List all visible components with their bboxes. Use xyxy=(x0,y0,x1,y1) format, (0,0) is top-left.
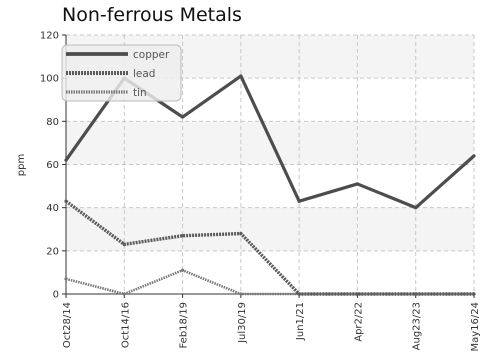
legend-label-copper: copper xyxy=(133,49,170,61)
x-tick-label: Jul30/19 xyxy=(237,302,248,344)
chart-title: Non-ferrous Metals xyxy=(62,4,242,26)
data-point-lead xyxy=(64,199,68,203)
x-tick-label: Oct28/14 xyxy=(62,302,73,348)
data-point-lead xyxy=(414,292,418,296)
x-tick-label: May16/24 xyxy=(470,302,481,352)
data-point-copper xyxy=(180,115,185,119)
series-line-lead xyxy=(64,199,474,296)
x-tick-label: Apr2/22 xyxy=(353,302,364,342)
y-tick-label: 0 xyxy=(53,290,59,301)
series-line-tin xyxy=(65,268,474,296)
legend-label-lead: lead xyxy=(133,68,155,80)
data-point-tin xyxy=(180,268,185,272)
data-point-tin xyxy=(64,277,68,281)
data-point-lead xyxy=(355,292,360,296)
data-point-lead xyxy=(297,292,301,296)
data-point-copper xyxy=(414,206,418,210)
x-tick-label: Aug23/23 xyxy=(412,302,423,350)
data-point-copper xyxy=(472,154,476,158)
data-point-copper xyxy=(64,158,68,162)
x-tick-label: Oct14/16 xyxy=(120,302,131,348)
y-tick-label: 80 xyxy=(46,117,59,128)
y-tick-label: 100 xyxy=(40,74,59,85)
data-point-tin xyxy=(239,292,243,296)
data-point-lead xyxy=(122,242,126,246)
legend-label-tin: tin xyxy=(133,87,147,99)
x-tick-label: Feb18/19 xyxy=(179,302,190,349)
data-point-copper xyxy=(239,74,243,78)
series-lines xyxy=(64,74,476,296)
data-point-copper xyxy=(355,182,360,186)
y-axis-label: ppm xyxy=(16,154,27,176)
y-tick-label: 20 xyxy=(46,246,59,257)
y-tick-label: 40 xyxy=(46,203,59,214)
y-tick-label: 120 xyxy=(40,31,59,42)
data-point-tin xyxy=(122,292,126,296)
data-point-lead xyxy=(180,234,185,238)
y-tick-label: 60 xyxy=(46,160,59,171)
data-point-lead xyxy=(239,231,243,236)
legend: copper lead tin xyxy=(61,44,182,102)
data-point-lead xyxy=(472,292,476,296)
data-point-copper xyxy=(297,199,301,203)
x-tick-label: Jun1/21 xyxy=(295,302,306,341)
grid-band xyxy=(66,121,474,165)
